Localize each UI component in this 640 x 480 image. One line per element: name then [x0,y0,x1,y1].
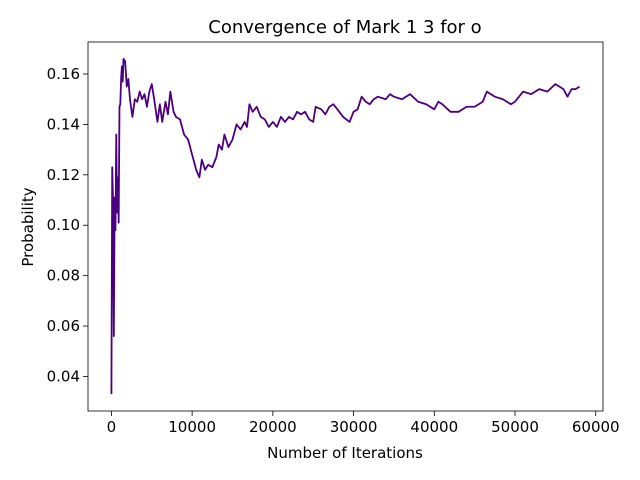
x-axis-label: Number of Iterations [267,444,423,462]
x-tick-label: 10000 [168,418,216,436]
data-line [110,57,581,395]
x-tick-label: 50000 [491,418,539,436]
plot-frame [87,41,604,412]
y-tick-label: 0.04 [47,367,80,385]
x-tick-label: 30000 [330,418,378,436]
y-tick-label: 0.12 [47,166,80,184]
y-tick-label: 0.08 [47,267,80,285]
y-axis-label: Probability [19,187,37,266]
x-tick-label: 60000 [572,418,620,436]
chart-title: Convergence of Mark 1 3 for o [208,17,481,38]
y-tick-label: 0.16 [47,65,80,83]
y-tick-label: 0.14 [47,115,80,133]
y-tick-label: 0.06 [47,317,80,335]
x-tick-label: 20000 [249,418,297,436]
x-tick-label: 0 [107,418,117,436]
y-tick-label: 0.10 [47,216,80,234]
x-tick-label: 40000 [410,418,458,436]
